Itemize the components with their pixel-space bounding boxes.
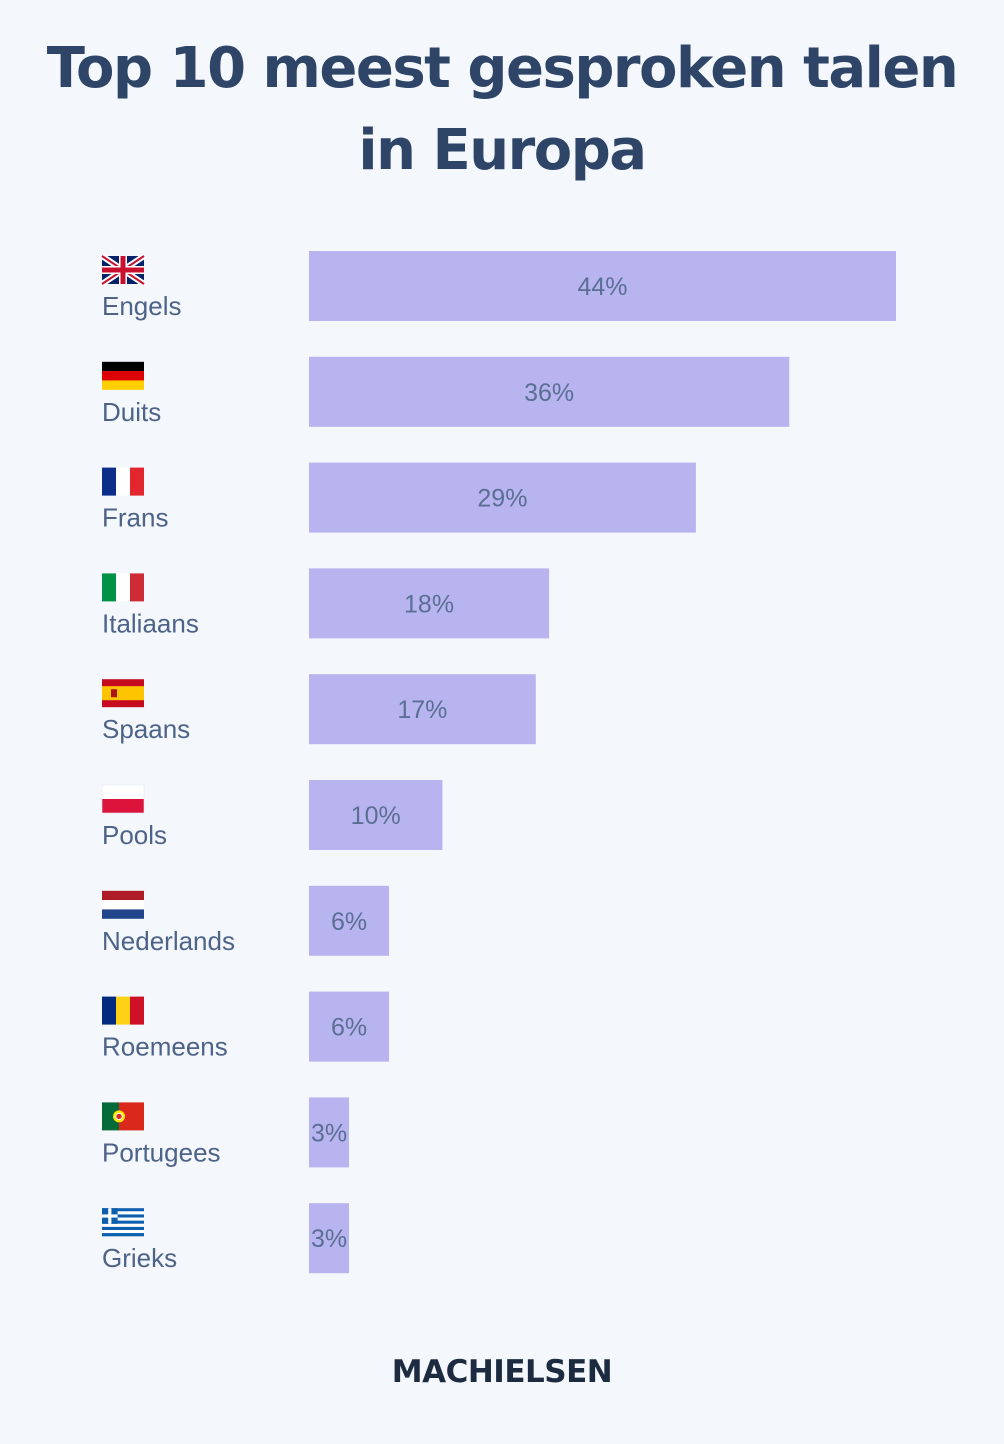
brand-logo: MACHIELSEN: [391, 1354, 613, 1390]
bar: [309, 991, 390, 1062]
category-label: Roemeens: [102, 1032, 228, 1062]
romania-flag: [102, 996, 144, 1025]
bar: [309, 674, 536, 745]
category-label: Pools: [102, 820, 167, 850]
bar: [309, 251, 896, 321]
data-label: 29%: [477, 485, 527, 513]
netherlands-flag: [102, 890, 144, 919]
data-label: 6%: [331, 1014, 367, 1042]
data-label: 10%: [351, 802, 401, 830]
data-label: 3%: [311, 1225, 347, 1253]
category-label: Grieks: [102, 1243, 177, 1273]
uk-flag: [100, 253, 146, 287]
france-flag: [102, 467, 144, 496]
data-label: 36%: [524, 379, 574, 407]
poland-flag: [101, 784, 145, 814]
category-label: Spaans: [102, 714, 190, 744]
bar: [309, 462, 696, 533]
bar: [309, 1203, 350, 1274]
data-label: 3%: [311, 1119, 347, 1147]
data-label: 6%: [331, 908, 367, 936]
bar: [309, 568, 550, 639]
category-label: Nederlands: [102, 926, 235, 956]
germany-flag: [102, 361, 144, 390]
data-label: 18%: [404, 590, 454, 618]
portugal-flag: [102, 1102, 144, 1131]
bar-chart: Engels 44% Duits 36% Frans 29% Italiaans 18% Spa…: [100, 251, 896, 1274]
bar: [309, 885, 390, 956]
chart-title: Top 10 meest gesproken talen in Europa: [46, 36, 959, 183]
category-label: Engels: [102, 291, 182, 321]
category-label: Frans: [102, 503, 168, 533]
spain-flag: [102, 679, 144, 708]
data-label: 44%: [577, 273, 627, 301]
italy-flag: [102, 573, 144, 602]
bar: [309, 780, 443, 850]
category-label: Portugees: [102, 1137, 221, 1167]
category-label: Duits: [102, 397, 161, 427]
data-label: 17%: [397, 696, 447, 724]
category-label: Italiaans: [102, 608, 199, 638]
bar: [309, 356, 790, 427]
greece-flag: [102, 1208, 144, 1237]
bar: [309, 1097, 350, 1168]
